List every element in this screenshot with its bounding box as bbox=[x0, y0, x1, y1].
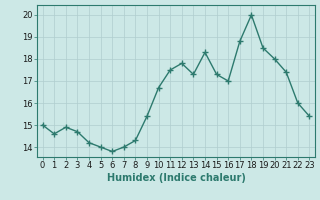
X-axis label: Humidex (Indice chaleur): Humidex (Indice chaleur) bbox=[107, 173, 245, 183]
